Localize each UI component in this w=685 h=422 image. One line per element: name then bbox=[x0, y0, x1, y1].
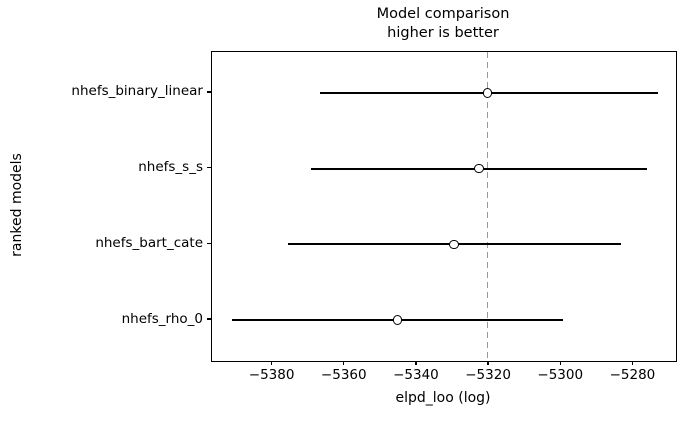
y-tick-label: nhefs_s_s bbox=[138, 159, 203, 176]
y-tick-mark bbox=[207, 166, 211, 169]
y-tick-label: nhefs_bart_cate bbox=[95, 234, 203, 251]
x-tick-mark bbox=[487, 361, 489, 366]
x-tick-mark bbox=[631, 361, 634, 366]
x-tick-mark bbox=[270, 361, 273, 366]
point-marker bbox=[449, 239, 459, 250]
x-tick-label: −5300 bbox=[537, 367, 584, 383]
x-tick-label: −5380 bbox=[248, 367, 295, 383]
y-tick-mark bbox=[207, 318, 211, 320]
x-tick-mark bbox=[415, 361, 417, 366]
x-axis-label: elpd_loo (log) bbox=[395, 390, 491, 406]
x-tick-label: −5320 bbox=[465, 367, 511, 383]
y-tick-mark bbox=[207, 91, 211, 93]
x-tick-label: −5280 bbox=[609, 367, 656, 383]
chart-title: Model comparison bbox=[376, 6, 510, 22]
point-marker bbox=[392, 315, 403, 325]
x-tick-label: −5360 bbox=[320, 367, 367, 383]
x-tick-label: −5340 bbox=[393, 367, 439, 383]
chart-subtitle: higher is better bbox=[387, 25, 499, 41]
point-marker bbox=[482, 88, 493, 98]
chart-title-block: Model comparison higher is better bbox=[211, 5, 675, 43]
y-tick-mark bbox=[207, 242, 211, 244]
plot-area bbox=[211, 51, 677, 362]
x-tick-mark bbox=[343, 361, 345, 366]
reference-line bbox=[486, 52, 489, 361]
y-tick-label: nhefs_rho_0 bbox=[121, 310, 203, 327]
x-tick-mark bbox=[559, 361, 561, 366]
y-tick-label: nhefs_binary_linear bbox=[71, 83, 203, 100]
point-marker bbox=[474, 163, 484, 174]
